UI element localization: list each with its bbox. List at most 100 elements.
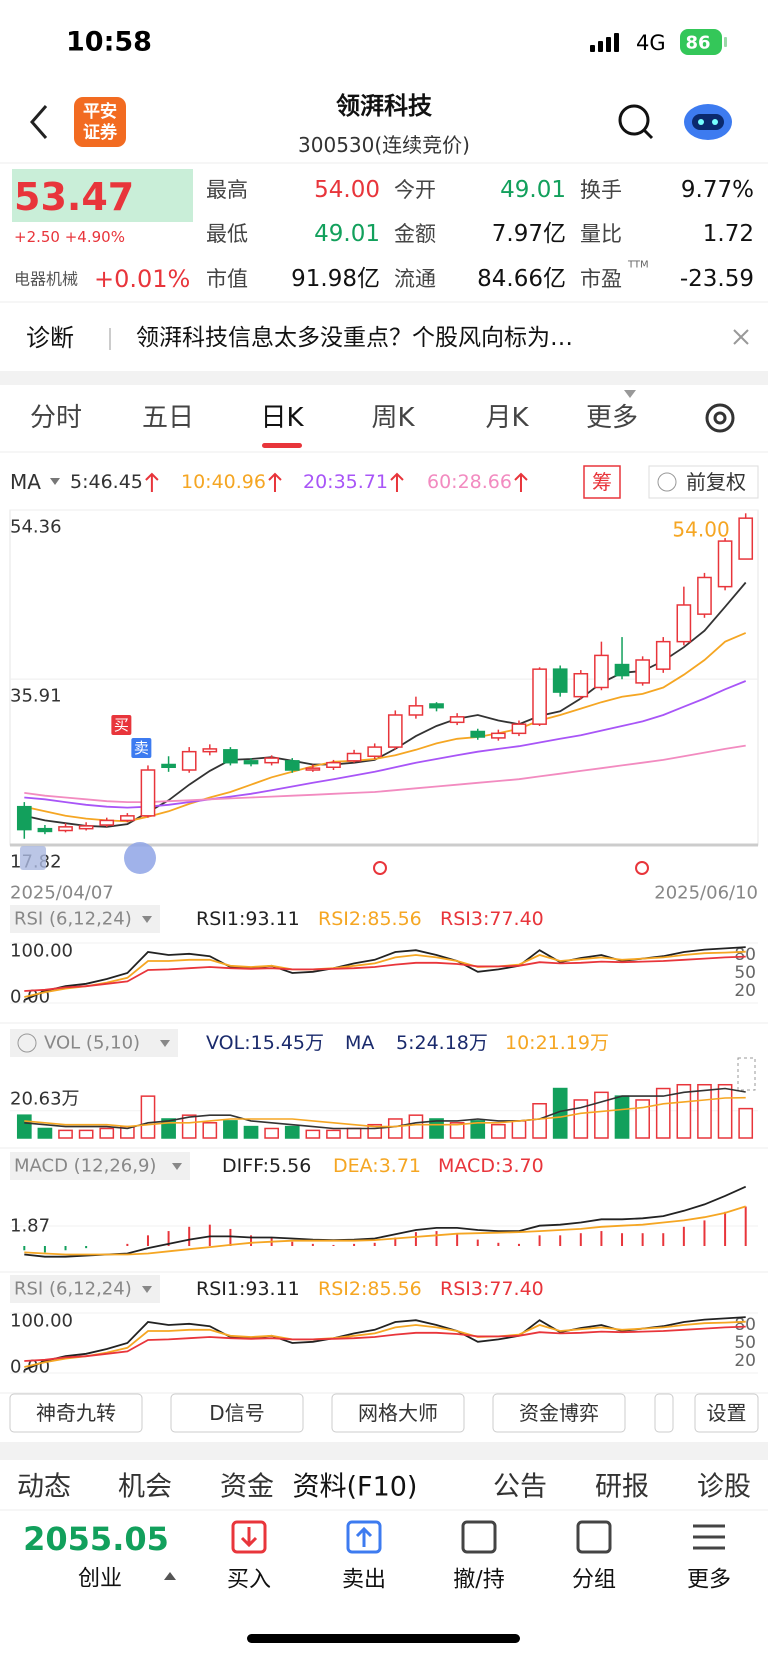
section-tab[interactable]: 研报	[595, 1472, 649, 1503]
index-value[interactable]: 2055.05	[23, 1520, 169, 1558]
period-tab[interactable]: 周K	[371, 403, 415, 433]
settings-icon[interactable]	[705, 403, 735, 433]
action-icon[interactable]	[346, 1520, 382, 1554]
volume-bar	[635, 1099, 650, 1139]
period-tab[interactable]: 月K	[485, 403, 529, 433]
section-tab[interactable]: 资金	[220, 1472, 274, 1503]
candle-body	[16, 805, 32, 831]
volume-bar	[573, 1099, 589, 1139]
volume-bar	[223, 1120, 238, 1139]
candle-body	[326, 761, 341, 769]
x-tick-label: 2025/04/07	[10, 883, 114, 904]
volume-bar	[697, 1083, 712, 1139]
battery	[680, 29, 722, 55]
tool-button[interactable]	[694, 1393, 759, 1433]
quote-fields: 最高 54.00 今开 49.01 换手 9.77% 最低 49.01 金额 7.97亿 量比 1.7…	[206, 177, 754, 292]
period-tab[interactable]: 分时	[30, 403, 82, 433]
back-button[interactable]	[30, 105, 48, 139]
rsi-line	[24, 1325, 746, 1362]
field-label: 市值	[206, 267, 248, 291]
tool-button[interactable]	[170, 1393, 304, 1433]
candle-body	[717, 540, 733, 588]
tool-button[interactable]	[9, 1393, 143, 1433]
diagnosis-label: 诊断	[26, 324, 74, 352]
indicator-selector[interactable]	[10, 1152, 190, 1180]
volume-bar	[37, 1127, 53, 1139]
stock-name: 领湃科技	[336, 92, 433, 120]
last-price: 53.47	[14, 175, 134, 219]
battery-tip	[724, 37, 727, 47]
close-button[interactable]	[733, 329, 749, 345]
section-tab[interactable]: 动态	[17, 1472, 71, 1503]
section-tab[interactable]: 公告	[493, 1472, 547, 1503]
action-glyph	[240, 1527, 258, 1548]
tool-button-label: D信号	[209, 1401, 264, 1425]
action-label: 更多	[687, 1568, 731, 1593]
action-icon[interactable]	[461, 1520, 497, 1554]
candle-body	[305, 767, 321, 771]
section-tab[interactable]: 资料(F10)	[293, 1472, 418, 1503]
field-label: 换手	[580, 178, 622, 202]
battery-level: 86	[685, 33, 710, 54]
search-icon[interactable]	[618, 104, 654, 140]
tool-icon[interactable]	[20, 846, 46, 870]
section-tab[interactable]: 机会	[118, 1472, 172, 1503]
period-tab[interactable]: 日K	[260, 403, 304, 433]
y-tick-label: 1.87	[10, 1216, 50, 1237]
trade-signal-label: 卖	[134, 739, 149, 757]
action-bar: 买入 卖出 撤/持 分组 更多	[227, 1520, 731, 1593]
y2-tick-label: 80	[734, 945, 756, 965]
section-tabs: 动态 机会 资金 资料(F10) 公告 研报 诊股	[17, 1472, 751, 1503]
period-tab[interactable]: 五日	[142, 403, 194, 433]
y2-tick-label: 20	[734, 981, 756, 1001]
period-tab[interactable]: 更多	[586, 403, 638, 433]
ma-legend: MA 5:46.45 10:40.96 20:35.71 60:28.66	[10, 470, 528, 494]
info-icon	[657, 472, 677, 492]
action-icon[interactable]	[231, 1520, 267, 1554]
adjust-button[interactable]	[648, 465, 759, 499]
y2-tick-label: 50	[734, 1333, 756, 1353]
indicator-selector[interactable]	[10, 1029, 178, 1057]
tool-button[interactable]	[654, 1393, 674, 1433]
gap	[0, 1442, 768, 1460]
ma-value: 5:46.45	[70, 471, 143, 493]
zoom-icon[interactable]	[124, 842, 156, 874]
assistant-icon[interactable]	[684, 104, 732, 140]
volume-bar	[284, 1125, 300, 1139]
candle-body	[120, 815, 135, 822]
trade-signal	[131, 738, 152, 758]
action-icon[interactable]	[693, 1524, 725, 1550]
indicator-selector[interactable]	[10, 1275, 160, 1303]
event-marker[interactable]	[373, 861, 387, 875]
tool-button[interactable]	[331, 1393, 465, 1433]
section-tab[interactable]: 诊股	[697, 1472, 751, 1503]
action-label: 分组	[572, 1568, 616, 1593]
stock-code: 300530(连续竞价)	[298, 133, 470, 157]
field-value: 84.66亿	[477, 266, 566, 292]
chip-button[interactable]	[583, 465, 621, 499]
volume-bar	[614, 1095, 630, 1139]
volume-bar	[58, 1129, 73, 1139]
index-toggle[interactable]	[164, 1572, 176, 1580]
sector-change: +0.01%	[94, 265, 190, 293]
volume-bar	[243, 1125, 259, 1139]
indicator-value: VOL:15.45万	[206, 1032, 324, 1054]
field-value: 49.01	[500, 177, 566, 203]
volume-bar	[387, 1118, 403, 1139]
volume-bar	[326, 1129, 341, 1139]
event-marker[interactable]	[635, 861, 649, 875]
action-icon[interactable]	[576, 1520, 612, 1554]
diagnosis-text[interactable]: 领湃科技信息太多没重点？个股风向标为…	[136, 325, 573, 351]
tool-button[interactable]	[492, 1393, 626, 1433]
candle-body	[367, 746, 383, 758]
indicator-value: RSI1:93.11	[196, 1278, 300, 1300]
candle-body	[346, 752, 362, 762]
candle-body	[573, 672, 589, 698]
candle-body	[161, 763, 176, 769]
field-value: 91.98亿	[291, 266, 380, 292]
tool-button-label: 资金博弈	[519, 1401, 599, 1425]
indicator-selector[interactable]	[10, 905, 160, 933]
y-tick-label: 20.63万	[10, 1088, 80, 1109]
candle-body	[387, 714, 403, 748]
action-label: 撤/持	[453, 1568, 504, 1593]
